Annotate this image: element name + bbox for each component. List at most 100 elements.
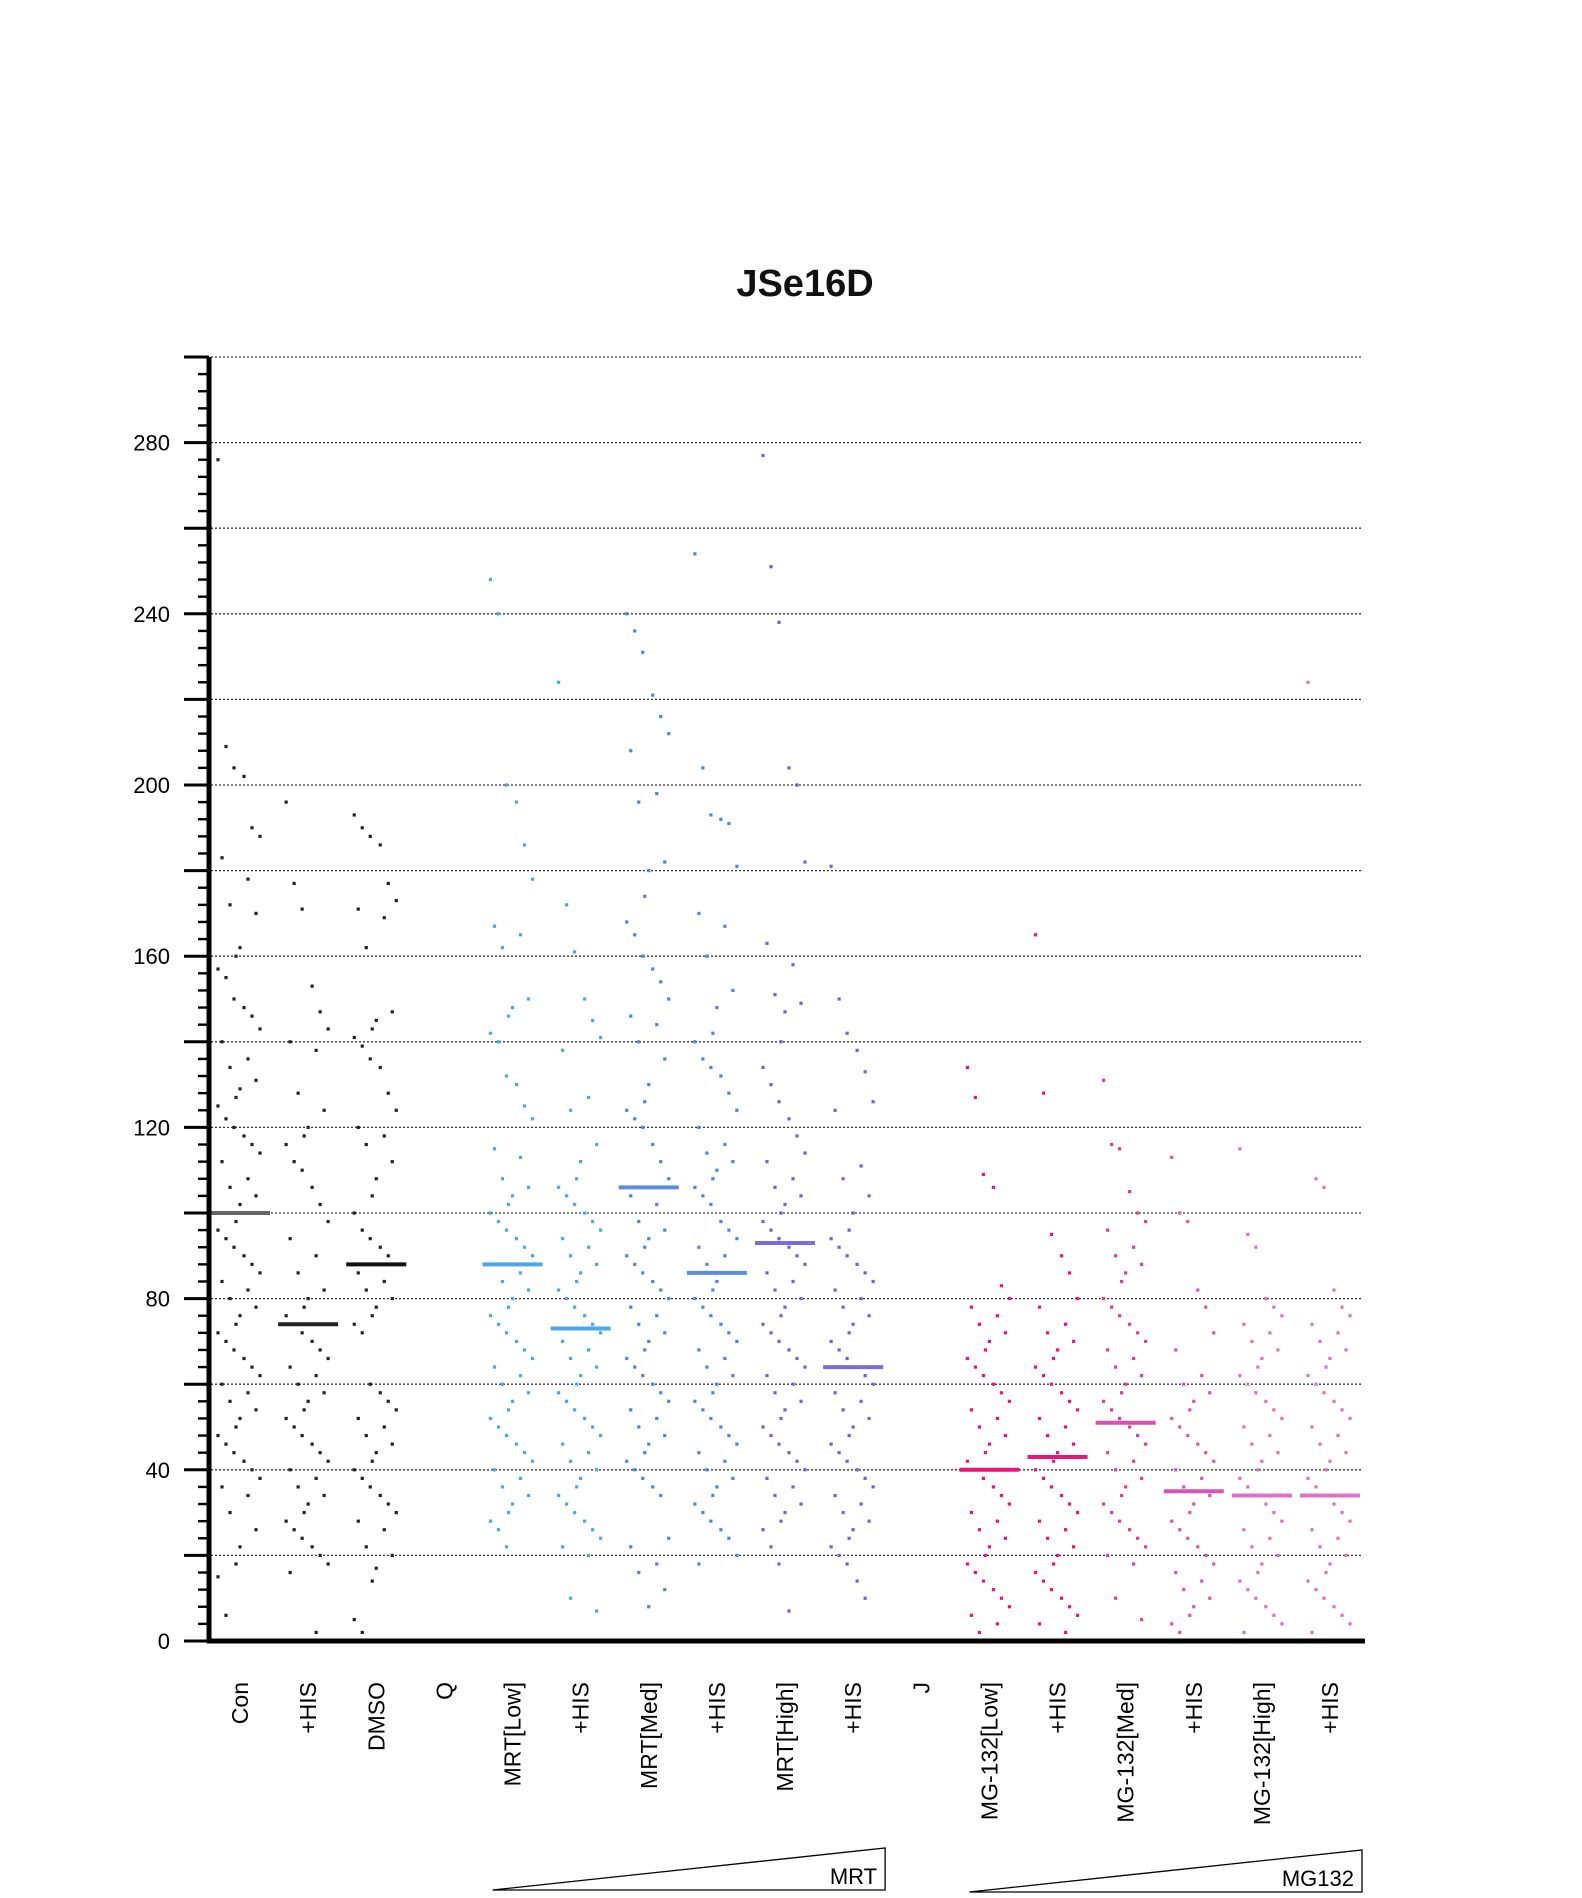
data-point <box>1212 1562 1216 1566</box>
data-point <box>697 1125 701 1129</box>
data-point <box>977 1528 981 1532</box>
data-point <box>633 1117 637 1121</box>
data-point <box>999 1391 1003 1395</box>
data-point <box>1188 1408 1192 1412</box>
data-point <box>769 1433 773 1438</box>
data-point <box>761 1065 765 1070</box>
data-point <box>1192 1605 1196 1609</box>
data-point <box>769 565 773 569</box>
data-point <box>859 1399 863 1403</box>
data-point <box>1260 1356 1264 1361</box>
data-point <box>1059 1493 1064 1498</box>
data-point <box>637 1040 641 1044</box>
data-point <box>242 1134 246 1138</box>
data-point <box>697 1245 701 1249</box>
data-point <box>663 1057 667 1061</box>
x-category-labels: Con +HIS DMSO Q MRT[Low] +HIS MRT[Med] +HIS MRT[… <box>227 1682 1343 1825</box>
data-point <box>629 1194 633 1198</box>
x-category-label: MRT[High] <box>772 1682 798 1792</box>
data-point <box>765 1374 769 1378</box>
data-point <box>803 860 807 864</box>
data-point <box>701 1305 705 1309</box>
data-point <box>659 1391 663 1395</box>
data-point <box>1332 1288 1336 1292</box>
data-point <box>250 1142 254 1147</box>
data-point <box>224 744 228 749</box>
data-point <box>284 800 288 804</box>
data-point <box>705 1468 709 1472</box>
data-point <box>374 1451 378 1455</box>
data-point <box>769 1331 773 1335</box>
data-point <box>510 1297 515 1301</box>
data-point <box>829 1442 833 1446</box>
data-point <box>1200 1374 1204 1378</box>
data-point <box>637 1570 641 1575</box>
data-point <box>1328 1562 1332 1566</box>
data-point <box>1132 1245 1136 1249</box>
data-point <box>378 1065 382 1070</box>
data-point <box>1071 1339 1076 1343</box>
data-point <box>859 1297 863 1301</box>
axes <box>206 357 1365 1644</box>
data-point <box>855 1468 859 1472</box>
data-point <box>761 1425 765 1429</box>
data-point <box>488 1031 493 1035</box>
data-point <box>326 1219 330 1224</box>
data-point <box>368 1057 372 1061</box>
data-point <box>715 1382 719 1386</box>
data-point <box>1110 1511 1114 1515</box>
data-point <box>587 1245 591 1249</box>
data-point <box>370 1194 374 1198</box>
data-point <box>382 1279 386 1284</box>
data-point <box>368 1485 372 1489</box>
data-point <box>360 1630 364 1635</box>
data-point <box>514 1339 519 1343</box>
data-point <box>833 1493 837 1498</box>
data-point <box>659 1160 663 1164</box>
data-point <box>318 1451 322 1455</box>
gridlines <box>211 356 1362 1557</box>
data-point <box>1182 1588 1186 1592</box>
x-category-label: Q <box>431 1682 457 1700</box>
data-point <box>1041 1476 1046 1480</box>
data-point <box>595 1365 599 1369</box>
data-point <box>284 1416 288 1421</box>
data-point <box>1063 1528 1068 1532</box>
data-point <box>1242 1630 1246 1635</box>
data-point <box>306 1502 310 1506</box>
data-point <box>557 1288 561 1292</box>
data-point <box>965 1459 969 1463</box>
data-point <box>1033 1468 1038 1472</box>
data-point <box>709 813 713 817</box>
data-point <box>999 1284 1003 1288</box>
data-point <box>500 1485 505 1489</box>
data-point <box>723 924 727 928</box>
data-point <box>370 1459 374 1463</box>
data-point <box>629 1545 633 1549</box>
data-point <box>232 766 236 770</box>
data-point <box>1114 1468 1118 1472</box>
data-point <box>1344 1451 1348 1455</box>
data-point <box>799 1502 803 1506</box>
data-point <box>1033 1570 1038 1575</box>
data-point <box>370 1027 374 1031</box>
data-point <box>727 1331 731 1335</box>
data-point <box>496 1425 501 1429</box>
data-point <box>386 1502 390 1506</box>
data-point <box>833 1108 837 1112</box>
data-point <box>386 1091 390 1095</box>
data-point <box>1328 1459 1332 1463</box>
data-point <box>693 1502 697 1506</box>
data-point <box>500 1279 505 1284</box>
data-point <box>973 1570 977 1575</box>
data-point <box>250 1468 254 1472</box>
data-point <box>510 1005 515 1010</box>
data-point <box>224 1237 228 1241</box>
data-point <box>394 1408 398 1412</box>
data-point <box>374 1566 378 1570</box>
data-point <box>1246 1588 1250 1592</box>
data-point <box>705 1365 709 1369</box>
data-point <box>599 1433 603 1438</box>
data-point <box>314 1630 318 1635</box>
y-tick-label: 0 <box>158 1629 170 1654</box>
